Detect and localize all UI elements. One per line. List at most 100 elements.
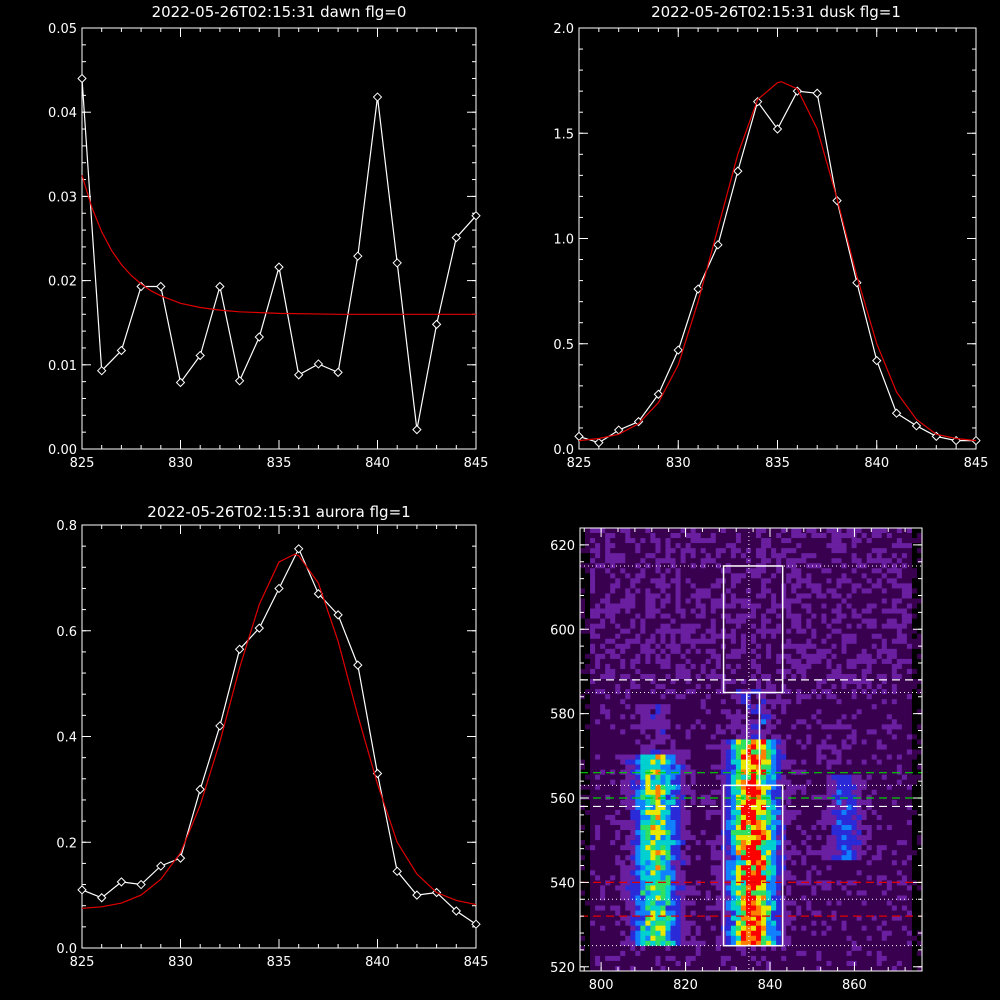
heatmap-cell <box>595 568 601 574</box>
heatmap-cell <box>901 568 908 574</box>
heatmap-cell <box>580 804 586 811</box>
heatmap-cell <box>680 588 686 594</box>
heatmap-cell <box>916 613 923 619</box>
heatmap-cell <box>735 709 742 715</box>
dawn-x-tick-label: 840 <box>365 456 390 471</box>
heatmap-cell <box>615 749 621 755</box>
heatmap-cell <box>821 860 827 866</box>
heatmap-cell <box>766 684 772 690</box>
heatmap-cell <box>690 739 696 745</box>
heatmap-cell <box>625 598 631 604</box>
heatmap-cell <box>756 628 762 635</box>
heatmap-cell <box>670 704 676 710</box>
heatmap-cell <box>786 548 792 554</box>
heatmap-cell <box>660 840 666 846</box>
heatmap-cell <box>841 850 847 856</box>
heatmap-cell <box>851 830 857 836</box>
heatmap-cell <box>660 855 666 861</box>
heatmap-cell <box>761 774 767 780</box>
heatmap-cell <box>826 608 832 614</box>
heatmap-cell <box>730 663 737 670</box>
heatmap-cell <box>730 769 737 775</box>
heatmap-cell <box>841 845 847 851</box>
heatmap-cell <box>916 583 923 589</box>
heatmap-cell <box>580 835 586 841</box>
heatmap-cell <box>680 724 686 730</box>
heatmap-cell <box>635 789 641 796</box>
heatmap-cell <box>886 573 893 579</box>
heatmap-cell <box>821 689 827 695</box>
heatmap-cell <box>911 809 918 816</box>
heatmap-cell <box>816 704 822 710</box>
heatmap-cell <box>700 563 707 569</box>
heatmap-cell <box>811 709 817 715</box>
heatmap-cell <box>620 855 626 861</box>
heatmap-cell <box>791 754 797 760</box>
heatmap-cell <box>911 533 918 539</box>
heatmap-cell <box>640 598 646 604</box>
heatmap-cell <box>901 840 908 846</box>
heatmap-cell <box>620 608 626 614</box>
aurora-data-point <box>156 861 166 871</box>
heatmap-cell <box>580 850 586 856</box>
heatmap-cell <box>745 784 752 791</box>
heatmap-cell <box>766 754 772 760</box>
heatmap-cell <box>745 578 752 584</box>
heatmap-cell <box>856 799 862 806</box>
heatmap-cell <box>595 749 601 755</box>
heatmap-cell <box>816 668 822 675</box>
heatmap-cell <box>690 568 696 574</box>
dawn-data-point <box>234 376 245 386</box>
heatmap-cell <box>695 648 702 655</box>
heatmap-cell <box>590 724 596 730</box>
heatmap-cell <box>620 578 626 584</box>
heatmap-cell <box>610 719 616 725</box>
heatmap-cell <box>700 543 707 549</box>
heatmap-cell <box>615 543 621 549</box>
heatmap-cell <box>700 709 707 715</box>
heatmap-cell <box>705 684 712 690</box>
heatmap-cell <box>846 714 852 720</box>
heatmap-cell <box>776 538 782 544</box>
heatmap-cell <box>846 653 852 660</box>
heatmap-cell <box>640 860 646 866</box>
heatmap-cell <box>886 638 893 645</box>
heatmap-cell <box>861 840 867 846</box>
heatmap-cell <box>901 779 908 786</box>
heatmap-cell <box>715 603 722 609</box>
heatmap-cell <box>595 825 601 831</box>
heatmap-cell <box>690 573 696 579</box>
heatmap-cell <box>811 628 817 635</box>
heatmap-cell <box>590 668 596 675</box>
heatmap-cell <box>605 779 611 786</box>
heatmap-cell <box>625 694 631 700</box>
heatmap-cell <box>690 663 696 670</box>
heatmap-cell <box>821 578 827 584</box>
heatmap-cell <box>836 699 842 705</box>
heatmap-cell <box>866 553 873 559</box>
heatmap-cell <box>911 684 918 690</box>
heatmap-cell <box>806 543 812 549</box>
heatmap-cell <box>695 543 702 549</box>
heatmap-cell <box>836 598 842 604</box>
heatmap-cell <box>831 819 837 826</box>
heatmap-cell <box>891 704 898 710</box>
heatmap-cell <box>781 583 787 589</box>
heatmap-cell <box>821 613 827 619</box>
heatmap-cell <box>896 563 903 569</box>
heatmap-cell <box>740 548 747 554</box>
heatmap-cell <box>730 764 737 770</box>
heatmap-cell <box>841 779 847 786</box>
heatmap-cell <box>801 774 807 780</box>
heatmap-cell <box>590 845 596 851</box>
heatmap-cell <box>836 749 842 755</box>
heatmap-cell <box>660 679 666 685</box>
heatmap-cell <box>590 734 596 740</box>
heatmap-cell <box>610 553 616 559</box>
heatmap-cell <box>745 588 752 594</box>
heatmap-cell <box>715 719 722 725</box>
heatmap-cell <box>811 804 817 811</box>
heatmap-cell <box>901 588 908 594</box>
heatmap-cell <box>771 638 777 645</box>
heatmap-cell <box>730 588 737 594</box>
